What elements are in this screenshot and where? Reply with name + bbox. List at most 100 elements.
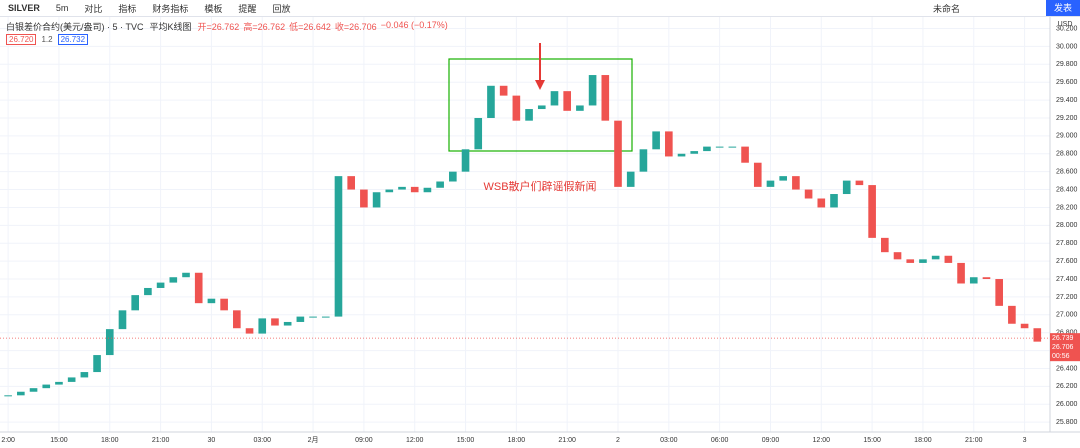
candle <box>944 255 953 263</box>
x-tick-label: 15:00 <box>863 437 881 444</box>
x-tick-label: 09:00 <box>355 437 373 444</box>
candle <box>487 85 495 118</box>
candle <box>537 105 546 110</box>
candle <box>919 259 927 263</box>
x-tick-label: 18:00 <box>914 437 932 444</box>
candle <box>220 298 228 311</box>
x-tick-label: 15:00 <box>457 437 475 444</box>
candle <box>855 180 864 186</box>
ohlc-value: 收=26.706 <box>334 22 377 32</box>
y-tick-label: 27.000 <box>1056 312 1078 319</box>
candle <box>804 189 813 199</box>
x-tick-label: 3 <box>1023 437 1027 444</box>
candle <box>753 162 762 187</box>
x-tick-label: 15:00 <box>50 437 68 444</box>
candle <box>842 180 851 195</box>
candle <box>525 109 533 121</box>
candle <box>55 381 63 385</box>
y-tick-label: 30.000 <box>1056 43 1078 50</box>
candle <box>182 272 190 278</box>
candle <box>194 272 203 304</box>
candle <box>334 176 343 317</box>
y-tick-label: 28.600 <box>1056 169 1078 176</box>
layout-name[interactable]: 未命名 <box>932 3 960 14</box>
chart-style: 平均K线图 <box>149 22 192 32</box>
x-tick-label: 03:00 <box>253 437 271 444</box>
y-tick-label: 30.200 <box>1056 25 1078 32</box>
y-tick-label: 26.600 <box>1056 347 1078 354</box>
candle <box>893 252 902 260</box>
toolbar-items: 对比 指标 财务指标 模板 提醒 回放 <box>76 2 298 15</box>
publish-button[interactable]: 发表 <box>1046 0 1080 16</box>
toolbar-item[interactable]: 对比 <box>84 3 103 14</box>
candle <box>969 277 978 284</box>
toolbar-item[interactable]: 回放 <box>272 3 291 14</box>
y-tick-label: 27.200 <box>1056 294 1078 301</box>
ask[interactable]: 26.732 <box>57 34 89 45</box>
toolbar-item[interactable]: 财务指标 <box>152 3 189 14</box>
toolbar-item[interactable]: 提醒 <box>238 3 257 14</box>
y-tick-label: 29.000 <box>1056 133 1078 140</box>
bid[interactable]: 26.720 <box>6 34 37 45</box>
candle <box>17 391 25 396</box>
candle <box>449 171 457 182</box>
highlight-box <box>448 58 633 152</box>
candle <box>614 120 622 187</box>
last-price-label: 26.739 <box>1052 335 1074 342</box>
toolbar-item[interactable]: 指标 <box>118 3 137 14</box>
candle <box>995 279 1003 306</box>
y-tick-label: 27.800 <box>1056 240 1078 247</box>
candle <box>906 259 915 263</box>
y-tick-label: 28.800 <box>1056 151 1078 158</box>
candle <box>982 277 991 280</box>
candle <box>550 91 559 106</box>
candle <box>817 198 826 208</box>
currency: USD <box>1058 21 1073 28</box>
countdown: 00:56 <box>1052 353 1070 360</box>
candle <box>779 176 787 181</box>
ohlc-value: 开=26.762 <box>197 22 240 32</box>
instrument: 白银差价合约(美元/盎司) · 5 · TVC <box>6 22 144 32</box>
candle <box>271 318 279 326</box>
legend: 白银差价合约(美元/盎司) · 5 · TVC 平均K线图 开=26.762 高=… <box>6 20 448 33</box>
y-tick-label: 28.400 <box>1056 186 1078 193</box>
candle <box>321 316 330 318</box>
candle <box>4 395 12 397</box>
candle <box>169 277 178 283</box>
toolbar-item[interactable]: 模板 <box>204 3 223 14</box>
candle <box>690 151 699 154</box>
y-tick-label: 26.400 <box>1056 365 1078 372</box>
y-tick-label: 29.400 <box>1056 97 1078 104</box>
ohlc-value: 高=26.762 <box>243 22 286 32</box>
y-tick-label: 29.600 <box>1056 79 1078 86</box>
candle <box>576 105 584 111</box>
candle <box>563 91 571 111</box>
candle <box>309 316 317 318</box>
candle <box>665 131 673 157</box>
candle <box>144 287 152 296</box>
candle <box>410 186 419 193</box>
x-tick-label: 21:00 <box>965 437 983 444</box>
x-tick-label: 18:00 <box>101 437 119 444</box>
x-tick-label: 21:00 <box>152 437 170 444</box>
candle <box>766 180 775 187</box>
candle <box>93 355 101 373</box>
close-label: 26.706 <box>1052 344 1074 351</box>
symbol[interactable]: SILVER <box>8 3 40 13</box>
candle <box>1008 305 1016 324</box>
x-tick-label: 09:00 <box>762 437 780 444</box>
candle <box>347 176 355 190</box>
candle <box>588 75 597 106</box>
x-tick-label: 2:00 <box>1 437 15 444</box>
candle <box>512 95 521 121</box>
candle <box>296 316 305 322</box>
candle <box>931 255 940 260</box>
y-tick-label: 26.800 <box>1056 330 1078 337</box>
candle <box>677 153 686 157</box>
x-tick-label: 2 <box>616 437 620 444</box>
candle <box>1020 323 1029 329</box>
interval[interactable]: 5m <box>55 3 69 13</box>
candle <box>601 75 610 121</box>
candle <box>626 171 635 187</box>
